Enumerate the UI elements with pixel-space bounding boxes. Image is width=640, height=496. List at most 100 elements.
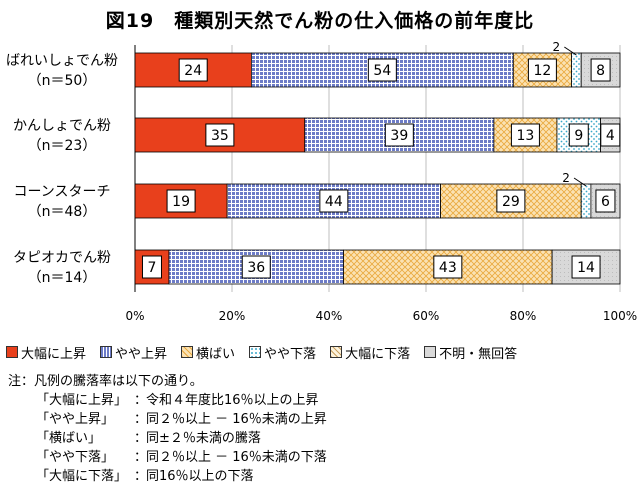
legend-item-large_fall: 大幅に下落: [330, 343, 410, 362]
category-label: コーンスターチ: [13, 184, 110, 200]
note-row: 「やや下落」 ：同２％以上 － 16％未満の下落: [8, 448, 327, 467]
data-label-box: [568, 123, 589, 147]
legend-item-unknown: 不明・無回答: [424, 343, 517, 362]
note-row: 「大幅に上昇」 ：令和４年度比16％以上の上昇: [8, 391, 327, 410]
category-label: （n＝50）: [28, 73, 97, 89]
note-row: 「やや上昇」 ：同２％以上 － 16％未満の上昇: [8, 410, 327, 429]
x-tick-label: 40%: [316, 309, 343, 323]
data-label-box: [600, 123, 621, 147]
category-label: （n＝48）: [28, 204, 97, 220]
legend-swatch: [6, 346, 18, 358]
category-label: （n＝23）: [28, 138, 97, 154]
legend-label: 大幅に下落: [345, 346, 411, 362]
x-tick-label: 60%: [413, 309, 440, 323]
note-row: 「大幅に下落」 ：同16％以上の下落: [8, 467, 327, 486]
data-label-box: [178, 58, 208, 82]
data-label: 19: [172, 194, 190, 210]
note-row: 「横ばい」 ：同±２％未満の騰落: [8, 429, 327, 448]
data-label-box: [510, 123, 540, 147]
note-term: 「やや上昇」: [36, 412, 115, 427]
data-label: 44: [325, 194, 343, 210]
legend-swatch: [424, 346, 437, 358]
data-label: 7: [148, 260, 157, 276]
legend-swatch: [249, 346, 262, 358]
legend-item-slight_fall: やや下落: [249, 343, 316, 362]
data-label: 54: [373, 63, 391, 79]
note-desc: 同２％以上 － 16％未満の上昇: [146, 412, 327, 427]
note-colon: ：: [134, 412, 148, 427]
note-desc: 令和４年度比16％以上の上昇: [146, 393, 319, 408]
data-label: 43: [439, 260, 457, 276]
category-label: タピオカでん粉: [13, 250, 111, 266]
data-label: 9: [574, 128, 583, 144]
data-label: 24: [184, 63, 202, 79]
data-label: 12: [533, 63, 551, 79]
data-label-box: [527, 58, 557, 82]
data-label-box: [433, 255, 463, 279]
x-tick-label: 80%: [510, 309, 537, 323]
data-label-box: [590, 58, 611, 82]
data-label: 36: [247, 260, 265, 276]
note-desc: 同２％以上 － 16％未満の下落: [146, 450, 327, 465]
leader-line: [564, 46, 577, 56]
chart-title: 図19 種類別天然でん粉の仕入価格の前年度比: [105, 10, 535, 32]
data-label: 4: [606, 128, 615, 144]
note-colon: ：: [134, 450, 148, 465]
notes: 注：凡例の騰落率は以下の通り。 「大幅に上昇」：令和４年度比16％以上の上昇 「や…: [8, 372, 327, 486]
data-label: 35: [211, 128, 229, 144]
note-desc: 同±２％未満の騰落: [146, 431, 261, 446]
data-label: 2: [553, 40, 561, 54]
legend: 大幅に上昇 やや上昇 横ばい やや下落 大幅に下落 不明・無回答: [6, 342, 636, 362]
legend-swatch: [100, 346, 113, 358]
note-term: 「横ばい」: [36, 431, 102, 446]
data-label-box: [205, 123, 235, 147]
legend-label: 横ばい: [196, 346, 236, 362]
leader-line: [573, 177, 587, 187]
bar-segment-slight_fall: [580, 183, 592, 219]
note-term: 「大幅に上昇」: [36, 393, 128, 408]
category-label: ばれいしょでん粉: [6, 53, 118, 69]
data-label-box: [367, 58, 397, 82]
legend-item-flat: 横ばい: [181, 343, 235, 362]
data-label: 13: [517, 128, 535, 144]
legend-label: 大幅に上昇: [21, 346, 87, 362]
x-tick-label: 0%: [125, 309, 144, 323]
x-tick-label: 20%: [219, 309, 246, 323]
note-colon: ：: [134, 469, 148, 484]
data-label-box: [384, 123, 414, 147]
data-label: 39: [390, 128, 408, 144]
data-label-box: [141, 255, 162, 279]
bar-segment-slight_fall: [571, 52, 582, 88]
legend-swatch: [330, 346, 343, 358]
data-label-box: [166, 189, 196, 213]
data-label-box: [571, 255, 601, 279]
legend-item-large_rise: 大幅に上昇: [6, 343, 86, 362]
category-label: かんしょでん粉: [13, 118, 111, 134]
data-label-box: [319, 189, 349, 213]
x-tick-label: 100%: [603, 309, 637, 323]
category-label: （n＝14）: [28, 270, 97, 286]
data-label-box: [496, 189, 526, 213]
legend-swatch: [181, 346, 194, 358]
note-colon: ：: [134, 393, 148, 408]
legend-label: やや上昇: [115, 346, 168, 362]
data-label-box: [595, 189, 616, 213]
data-label-box: [241, 255, 271, 279]
note-desc: 同16％以上の下落: [146, 469, 254, 484]
data-label: 8: [596, 63, 605, 79]
data-label: 29: [502, 194, 520, 210]
notes-heading: 注：凡例の騰落率は以下の通り。: [8, 374, 203, 389]
category-labels: ばれいしょでん粉 （n＝50） かんしょでん粉 （n＝23） コーンスターチ （n＝48）…: [6, 53, 118, 286]
legend-item-slight_rise: やや上昇: [100, 343, 167, 362]
note-term: 「やや下落」: [36, 450, 115, 465]
legend-label: やや下落: [264, 346, 317, 362]
note-colon: ：: [134, 431, 148, 446]
data-label: 6: [601, 194, 610, 210]
data-label: 2: [562, 171, 570, 185]
x-axis-ticks: 0% 20% 40% 60% 80% 100%: [125, 309, 637, 323]
legend-label: 不明・無回答: [439, 346, 518, 362]
data-label: 14: [577, 260, 595, 276]
note-term: 「大幅に下落」: [36, 469, 128, 484]
